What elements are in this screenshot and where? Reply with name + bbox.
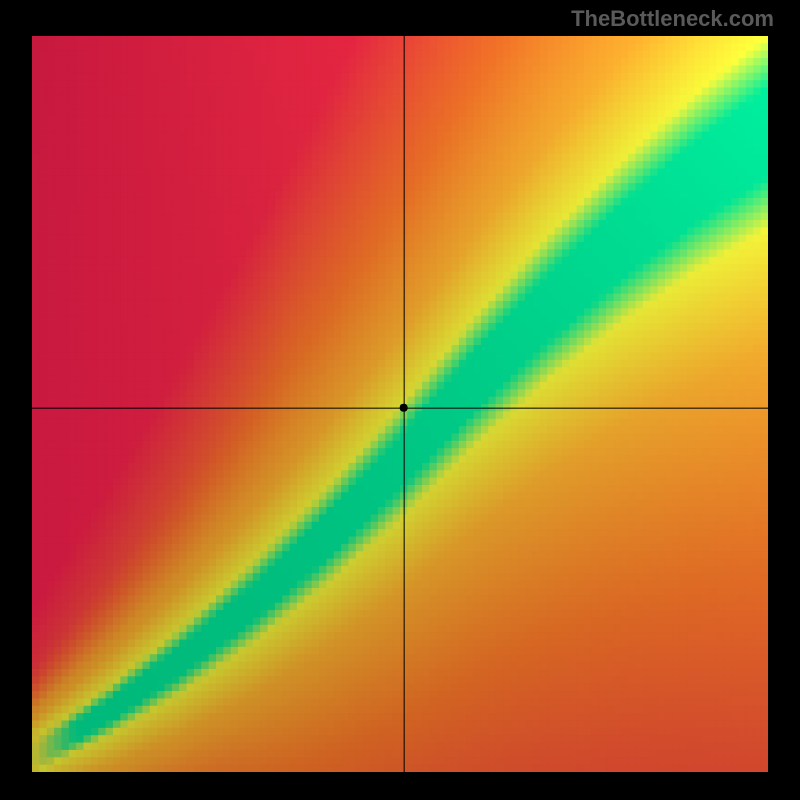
bottleneck-heatmap <box>32 36 768 772</box>
watermark-text: TheBottleneck.com <box>571 6 774 32</box>
